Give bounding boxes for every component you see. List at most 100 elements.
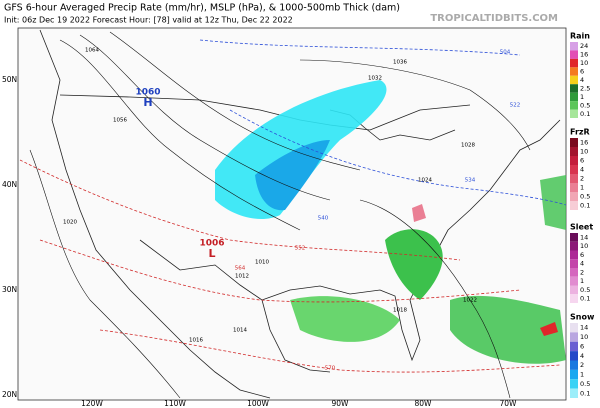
- legend-tick: 0.5: [580, 286, 590, 294]
- legend-title: FrzR: [570, 128, 590, 137]
- legend-swatch: [570, 276, 578, 286]
- legend-swatch: [570, 174, 578, 183]
- legend-swatch: [570, 75, 578, 85]
- legend-tick: 1: [580, 184, 584, 192]
- thickness-label: 570: [325, 366, 336, 372]
- legend: Rain241610642.510.50.1FrzR161064210.50.1…: [570, 32, 595, 398]
- legend-tick: 0.1: [580, 110, 590, 118]
- legend-swatch: [570, 192, 578, 201]
- legend-tick: 10: [580, 333, 588, 341]
- pressure-center-letter: H: [143, 96, 152, 109]
- legend-tick: 10: [580, 242, 588, 250]
- thickness-label: 522: [510, 103, 521, 109]
- legend-swatch: [570, 156, 578, 165]
- legend-tick: 6: [580, 157, 584, 165]
- legend-swatch: [570, 241, 578, 251]
- rain-area: [385, 229, 443, 300]
- isobar-label: 1010: [255, 260, 269, 266]
- legend-title: Sleet: [570, 223, 593, 232]
- isobar-label: 1016: [189, 338, 203, 344]
- isobar: [359, 199, 511, 399]
- legend-tick: 16: [580, 139, 588, 147]
- longitude-label: 70W: [500, 399, 518, 408]
- heavy-rain-spot: [540, 322, 558, 336]
- legend-swatch: [570, 233, 578, 242]
- legend-swatch: [570, 58, 578, 68]
- legend-swatch: [570, 67, 578, 76]
- legend-swatch: [570, 341, 578, 352]
- gulf-east-coast: [261, 119, 561, 362]
- legend-swatch: [570, 360, 578, 370]
- isobar-label: 1028: [461, 143, 475, 149]
- legend-tick: 2: [580, 361, 584, 369]
- legend-swatch: [570, 165, 578, 174]
- west-coast: [39, 29, 271, 399]
- thickness-line: [229, 109, 567, 206]
- isobar-label: 1036: [393, 60, 407, 66]
- latitude-label: 30N: [2, 285, 17, 294]
- legend-tick: 4: [580, 166, 584, 174]
- thickness-line: [19, 159, 461, 261]
- legend-tick: 6: [580, 251, 584, 259]
- legend-tick: 24: [580, 42, 588, 50]
- legend-swatch: [570, 323, 578, 333]
- title: GFS 6-hour Averaged Precip Rate (mm/hr),…: [4, 3, 400, 14]
- rain-area-gulf: [290, 296, 400, 342]
- snow-heavy: [255, 140, 330, 211]
- pressure-center-letter: L: [208, 247, 215, 260]
- isobar: [29, 149, 181, 399]
- legend-tick: 1: [580, 371, 584, 379]
- thickness-label: 534: [465, 178, 476, 184]
- mexico-coast: [261, 299, 331, 373]
- legend-tick: 1: [580, 277, 584, 285]
- legend-tick: 0.5: [580, 380, 590, 388]
- legend-swatch: [570, 138, 578, 147]
- latitude-label: 40N: [2, 180, 17, 189]
- legend-tick: 0.1: [580, 202, 590, 210]
- isobar: [59, 39, 301, 231]
- legend-swatch: [570, 388, 578, 398]
- isobar-label: 1018: [393, 308, 407, 314]
- map: [17, 27, 567, 401]
- legend-swatch: [570, 147, 578, 156]
- legend-tick: 1: [580, 93, 584, 101]
- legend-tick: 2: [580, 175, 584, 183]
- freezing-rain-area: [412, 204, 426, 222]
- thickness-label: 552: [295, 246, 306, 252]
- legend-swatch: [570, 332, 578, 342]
- legend-swatch: [570, 183, 578, 192]
- rain-area-atlantic: [450, 295, 566, 364]
- legend-tick: 16: [580, 51, 588, 59]
- legend-swatch: [570, 351, 578, 361]
- rain-area-east: [540, 175, 566, 230]
- legend-swatch: [570, 259, 578, 268]
- legend-swatch: [570, 294, 578, 303]
- legend-tick: 4: [580, 76, 584, 84]
- legend-tick: 0.5: [580, 193, 590, 201]
- legend-tick: 14: [580, 324, 588, 332]
- isobar-label: 1012: [235, 274, 249, 280]
- isobar: [79, 34, 331, 201]
- legend-tick: 6: [580, 68, 584, 76]
- legend-swatch: [570, 268, 578, 277]
- legend-tick: 4: [580, 260, 584, 268]
- longitude-label: 100W: [247, 399, 269, 408]
- legend-tick: 2: [580, 268, 584, 276]
- legend-tick: 0.5: [580, 101, 590, 109]
- isobar-label: 1022: [463, 298, 477, 304]
- legend-tick: 4: [580, 352, 584, 360]
- legend-title: Snow: [570, 313, 595, 322]
- isobar-label: 1064: [85, 48, 99, 54]
- isobar-label: 1024: [418, 178, 432, 184]
- thickness-label: 540: [318, 216, 329, 222]
- legend-swatch: [570, 101, 578, 110]
- thickness-label: 504: [500, 50, 511, 56]
- isobar: [109, 31, 361, 171]
- watermark: TROPICALTIDBITS.COM: [430, 13, 558, 24]
- legend-tick: 6: [580, 342, 584, 350]
- legend-tick: 2.5: [580, 84, 590, 92]
- isobar-label: 1014: [233, 328, 247, 334]
- legend-tick: 0.1: [580, 295, 590, 303]
- legend-swatch: [570, 379, 578, 389]
